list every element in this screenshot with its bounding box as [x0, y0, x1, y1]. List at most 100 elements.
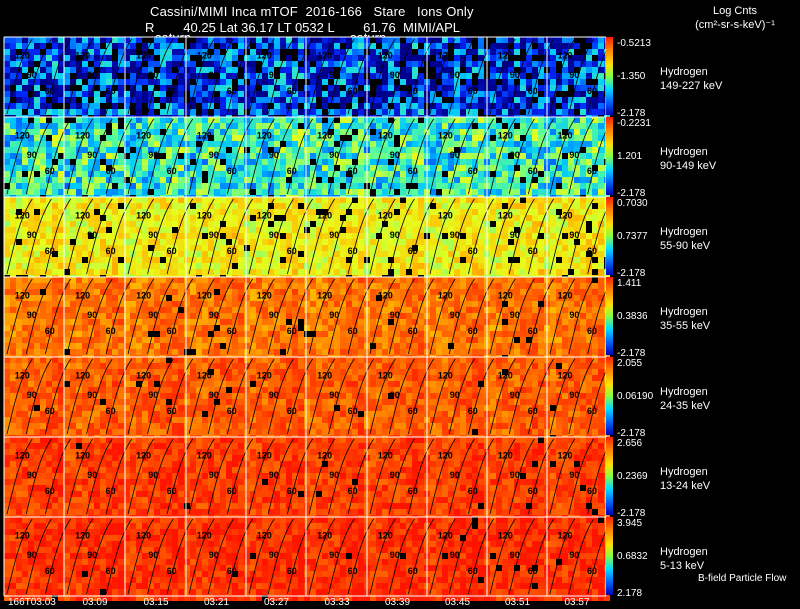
contour-label: 60 — [287, 86, 297, 96]
contour-label: 60 — [45, 486, 55, 496]
contour-label: 90 — [510, 390, 520, 400]
colorbar — [606, 197, 613, 275]
contour-label: 90 — [209, 70, 219, 80]
contour-label: 60 — [468, 86, 478, 96]
contour-label: 120 — [15, 370, 30, 380]
contour-label: 60 — [106, 566, 116, 576]
contour-label: 60 — [408, 486, 418, 496]
contour-label: 90 — [209, 150, 219, 160]
contour-label: 90 — [569, 230, 579, 240]
bfield-contours: 120 90 60 — [489, 118, 554, 195]
channel-label: Hydrogen 35-55 keV — [660, 305, 710, 333]
bfield-contours: 120 90 60 — [308, 518, 375, 595]
colorbar-min-label: -2.178 — [617, 108, 646, 119]
bfield-contours: 120 90 60 — [127, 278, 194, 355]
contour-label: 60 — [106, 86, 116, 96]
contour-label: 60 — [45, 166, 55, 176]
units-line2: (cm²-sr-s-keV)⁻¹ — [695, 19, 775, 31]
channel-label: Hydrogen 90-149 keV — [660, 145, 716, 173]
contour-label: 60 — [45, 406, 55, 416]
species-name: Hydrogen — [660, 386, 708, 398]
colorbar-mid-label: 0.06190 — [617, 391, 654, 402]
bfield-contours: 120 90 60 — [127, 358, 194, 435]
contour-label: 90 — [450, 550, 460, 560]
energy-range: 35-55 keV — [660, 320, 711, 332]
colorbar-mid-label: 0.2369 — [617, 471, 648, 482]
contour-label: 90 — [87, 150, 97, 160]
contour-label: 60 — [106, 166, 116, 176]
contour-label: 120 — [317, 210, 332, 220]
colorbar-min-label: -2.178 — [617, 428, 646, 439]
contour-label: 60 — [167, 166, 177, 176]
contour-label: 60 — [528, 326, 538, 336]
contour-label: 60 — [45, 246, 55, 256]
contour-label: 90 — [27, 550, 37, 560]
contour-label: 120 — [197, 210, 212, 220]
species-name: Hydrogen — [660, 66, 708, 78]
units-line1: Log Cnts — [712, 5, 758, 17]
contour-label: 60 — [227, 326, 237, 336]
contour-label: 120 — [378, 450, 393, 460]
l-label: L — [327, 20, 335, 35]
contour-label: 60 — [167, 406, 177, 416]
contour-label: 90 — [27, 70, 37, 80]
l-value: 61.76 — [363, 20, 396, 35]
contour-label: 90 — [450, 70, 460, 80]
contour-label: 90 — [510, 550, 520, 560]
contour-label: 60 — [106, 406, 116, 416]
bfield-contours: 120 90 60 — [6, 358, 71, 435]
colorbar — [606, 357, 613, 435]
colorbar-min-label: 2.178 — [617, 588, 643, 599]
contour-label: 90 — [450, 390, 460, 400]
contour-label: 60 — [528, 486, 538, 496]
lt-label: LT — [277, 20, 292, 35]
bfield-contours: 120 90 60 — [66, 38, 133, 115]
energy-range: 149-227 keV — [660, 80, 723, 92]
colorbar-max-label: 2.055 — [617, 358, 643, 369]
bfield-contours: 120 90 60 — [248, 518, 313, 595]
contour-label: 120 — [378, 290, 393, 300]
bfield-contours: 120 90 60 — [188, 358, 253, 435]
bfield-contours: 120 90 60 — [6, 518, 71, 595]
contour-label: 120 — [498, 370, 513, 380]
contour-label: 60 — [106, 326, 116, 336]
contour-label: 90 — [87, 390, 97, 400]
bfield-contours: 120 90 60 — [308, 118, 375, 195]
lat-label: Lat — [219, 20, 238, 35]
bfield-contours: 120 90 60 — [308, 198, 375, 275]
bfield-contours: 120 90 60 — [188, 38, 253, 115]
contour-label: 120 — [498, 530, 513, 540]
time-tick-label: 03:27 — [264, 597, 290, 608]
bfield-contours: 120 90 60 — [6, 118, 71, 195]
bfield-contours: 120 90 60 — [66, 198, 133, 275]
channel-label: Hydrogen 149-227 keV — [660, 65, 722, 93]
bfield-contours: 120 90 60 — [369, 118, 434, 195]
contour-label: 120 — [558, 210, 573, 220]
contour-label: 120 — [15, 50, 30, 60]
bfield-contours: 120 90 60 — [369, 518, 434, 595]
contour-label: 120 — [15, 290, 30, 300]
contour-label: 60 — [287, 326, 297, 336]
contour-label: 90 — [269, 550, 279, 560]
contour-label: 90 — [87, 550, 97, 560]
bfield-contours: 120 90 60 — [429, 518, 494, 595]
contour-label: 120 — [75, 130, 90, 140]
contour-label: 90 — [87, 470, 97, 480]
contour-label: 60 — [408, 566, 418, 576]
contour-label: 90 — [329, 470, 339, 480]
contour-label: 120 — [136, 290, 151, 300]
time-tick-label: 03:15 — [143, 597, 169, 608]
contour-label: 60 — [468, 166, 478, 176]
bfield-contours: 120 90 60 — [188, 518, 253, 595]
contour-label: 120 — [558, 130, 573, 140]
contour-label: 120 — [257, 210, 272, 220]
contour-label: 60 — [587, 166, 597, 176]
contour-label: 60 — [528, 566, 538, 576]
contour-label: 90 — [569, 70, 579, 80]
contour-label: 60 — [528, 166, 538, 176]
bfield-contours: 120 90 60 — [188, 278, 253, 355]
time-tick-label: 166T03:03 — [8, 597, 56, 608]
contour-label: 90 — [148, 470, 158, 480]
contour-label: 60 — [45, 86, 55, 96]
contour-label: 90 — [329, 230, 339, 240]
